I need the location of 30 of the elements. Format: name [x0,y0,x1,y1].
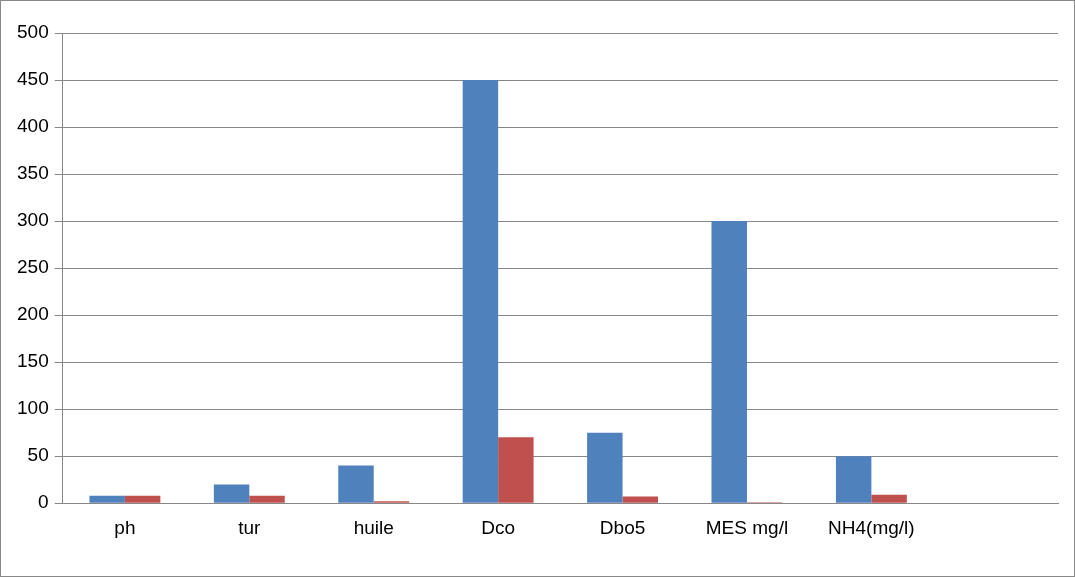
x-tick-label: Dco [481,516,516,538]
bar [871,494,907,503]
bar [124,495,161,503]
x-tick-label: huile [353,516,394,538]
y-tick-label: 400 [17,115,49,137]
bar [462,80,499,503]
x-tick-label: Dbo5 [599,516,646,538]
bar [587,432,623,503]
bar [249,495,285,503]
x-tick-label: tur [238,516,262,538]
y-tick-label: 200 [17,303,49,325]
x-tick-label: ph [114,516,136,538]
bar [213,484,250,503]
y-tick-label: 100 [17,397,49,419]
y-tick-label: 0 [38,491,49,513]
y-tick-label: 450 [17,68,49,90]
bar [338,465,374,503]
bar [622,496,659,503]
x-tick-label: NH4(mg/l) [828,516,915,538]
y-tick-label: 500 [17,21,49,43]
y-tick-label: 50 [27,444,49,466]
y-tick-label: 150 [17,350,49,372]
bar [498,437,534,503]
y-tick-label: 250 [17,256,49,278]
x-tick-label: MES mg/l [705,516,789,538]
y-tick-label: 350 [17,162,49,184]
bar [89,495,125,503]
bar [835,456,872,503]
y-tick-label: 300 [17,209,49,231]
bar [711,221,747,503]
